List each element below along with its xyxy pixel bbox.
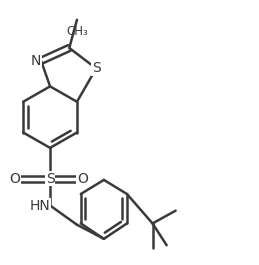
Text: S: S <box>46 172 54 185</box>
Text: CH₃: CH₃ <box>66 25 88 38</box>
Text: O: O <box>77 172 88 185</box>
Text: N: N <box>31 54 41 68</box>
Text: O: O <box>10 172 21 185</box>
Text: S: S <box>92 61 100 76</box>
Text: HN: HN <box>29 198 50 213</box>
